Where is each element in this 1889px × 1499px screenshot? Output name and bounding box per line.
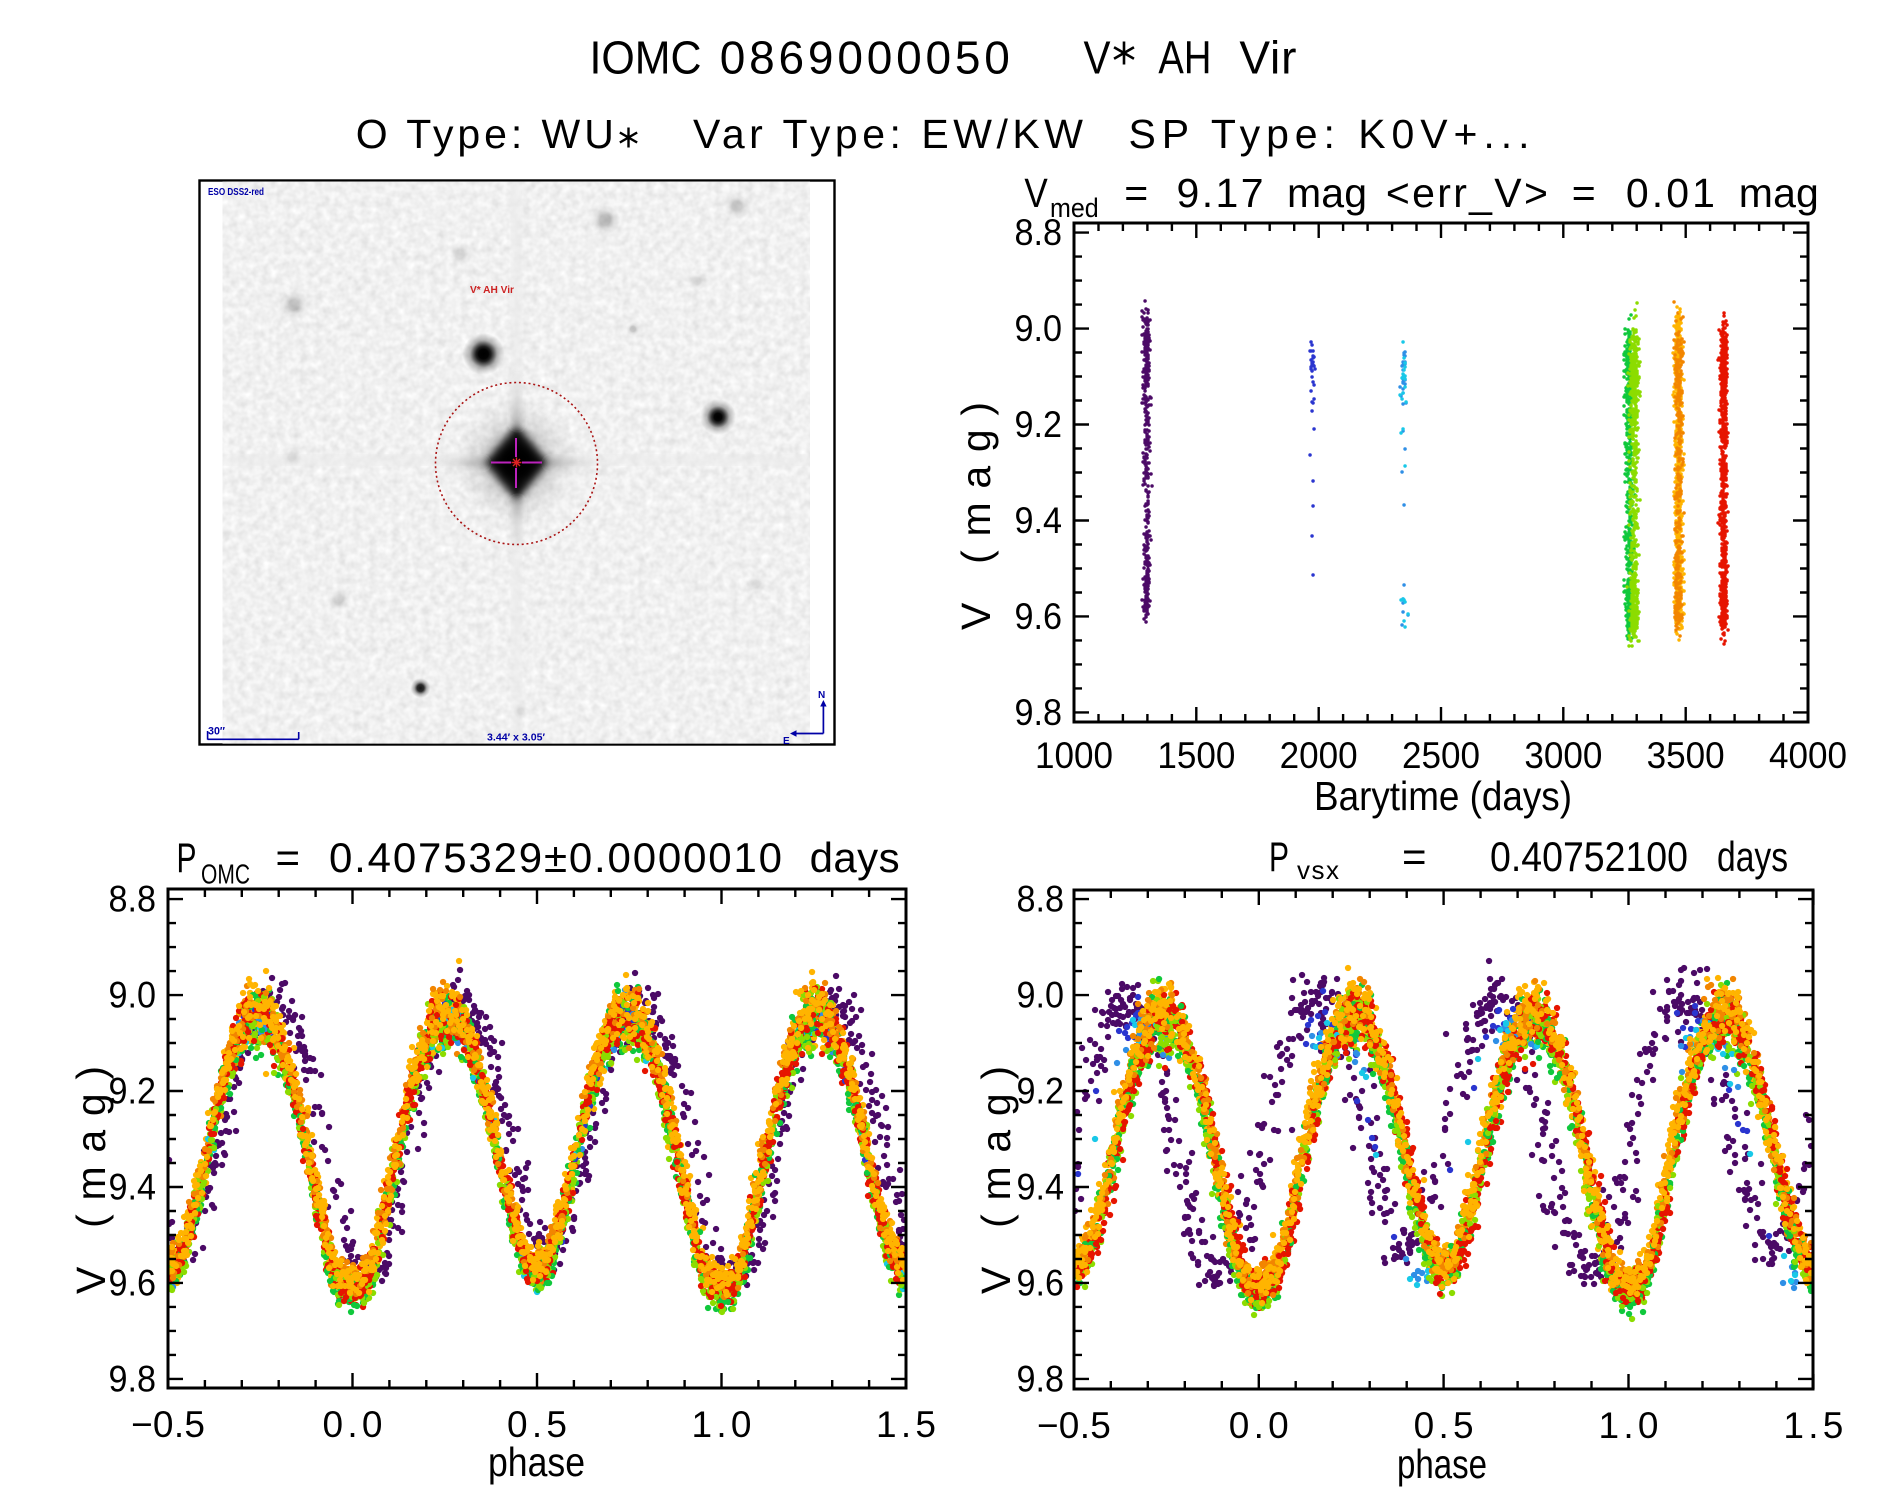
svg-text:V (mag): V (mag) bbox=[973, 1066, 1019, 1294]
svg-text:1.5: 1.5 bbox=[876, 1404, 936, 1445]
svg-text:mag: mag bbox=[1739, 170, 1819, 216]
svg-text:=: = bbox=[1402, 833, 1427, 880]
svg-text:=: = bbox=[276, 834, 301, 881]
svg-text:V (mag): V (mag) bbox=[68, 1066, 114, 1294]
svg-text:0.4075329±0.0000010: 0.4075329±0.0000010 bbox=[329, 834, 782, 881]
svg-text:SP Type: K0V+...: SP Type: K0V+... bbox=[1129, 111, 1530, 157]
svg-text:9.0: 9.0 bbox=[1015, 308, 1063, 349]
svg-text:3000: 3000 bbox=[1524, 735, 1602, 776]
svg-text:0.01: 0.01 bbox=[1626, 170, 1715, 216]
svg-text:3.44′ x 3.05′: 3.44′ x 3.05′ bbox=[487, 732, 545, 744]
svg-text:8.8: 8.8 bbox=[109, 879, 157, 920]
svg-text:9.2: 9.2 bbox=[109, 1071, 157, 1112]
svg-text:O Type: WU: O Type: WU bbox=[356, 111, 614, 157]
svg-text:0.5: 0.5 bbox=[1414, 1405, 1474, 1446]
svg-text:9.8: 9.8 bbox=[1015, 692, 1063, 733]
svg-text:9.8: 9.8 bbox=[1017, 1358, 1065, 1399]
svg-text:Var Type: EW/KW: Var Type: EW/KW bbox=[693, 111, 1083, 157]
svg-text:AH: AH bbox=[1158, 32, 1211, 84]
svg-text:V (mag): V (mag) bbox=[953, 402, 999, 630]
svg-text:=: = bbox=[1572, 170, 1596, 216]
svg-text:2500: 2500 bbox=[1402, 735, 1480, 776]
svg-text:1.0: 1.0 bbox=[692, 1404, 752, 1445]
svg-text:N: N bbox=[818, 690, 825, 701]
svg-text:0.40752100: 0.40752100 bbox=[1490, 833, 1688, 880]
svg-text:days: days bbox=[810, 834, 900, 881]
svg-text:E: E bbox=[783, 736, 790, 747]
svg-text:0.0: 0.0 bbox=[1229, 1405, 1289, 1446]
svg-text:9.4: 9.4 bbox=[1015, 500, 1063, 541]
svg-text:days: days bbox=[1717, 833, 1788, 880]
svg-text:ESO DSS2-red: ESO DSS2-red bbox=[208, 186, 264, 198]
svg-text:phase: phase bbox=[488, 1439, 585, 1485]
svg-text:4000: 4000 bbox=[1769, 735, 1847, 776]
svg-text:1500: 1500 bbox=[1157, 735, 1235, 776]
svg-text:OMC: OMC bbox=[201, 859, 250, 890]
svg-text:V: V bbox=[1084, 32, 1111, 84]
svg-text:1.5: 1.5 bbox=[1783, 1405, 1843, 1446]
svg-text:9.2: 9.2 bbox=[1015, 404, 1063, 445]
svg-text:Vir: Vir bbox=[1239, 32, 1296, 84]
svg-text:9.0: 9.0 bbox=[1017, 975, 1065, 1016]
svg-text:3500: 3500 bbox=[1647, 735, 1725, 776]
svg-text:8.8: 8.8 bbox=[1015, 212, 1063, 253]
svg-text:9.17: 9.17 bbox=[1177, 170, 1264, 216]
svg-text:0.0: 0.0 bbox=[323, 1404, 383, 1445]
svg-text:0.5: 0.5 bbox=[507, 1404, 567, 1445]
svg-text:9.8: 9.8 bbox=[109, 1358, 157, 1399]
svg-text:30″: 30″ bbox=[208, 726, 226, 738]
svg-text:V* AH Vir: V* AH Vir bbox=[470, 284, 514, 296]
svg-text:9.4: 9.4 bbox=[1017, 1166, 1065, 1207]
svg-text:9.6: 9.6 bbox=[1015, 596, 1063, 637]
svg-text:P: P bbox=[1269, 833, 1289, 880]
svg-text:IOMC: IOMC bbox=[590, 32, 702, 84]
svg-text:<err_V>: <err_V> bbox=[1386, 170, 1548, 216]
svg-text:2000: 2000 bbox=[1280, 735, 1358, 776]
svg-text:9.0: 9.0 bbox=[109, 975, 157, 1016]
svg-text:−0.5: −0.5 bbox=[131, 1404, 205, 1445]
svg-text:=: = bbox=[1124, 170, 1148, 216]
svg-text:mag: mag bbox=[1287, 170, 1367, 216]
svg-text:9.4: 9.4 bbox=[109, 1166, 157, 1207]
svg-text:−0.5: −0.5 bbox=[1037, 1405, 1111, 1446]
svg-text:phase: phase bbox=[1397, 1441, 1487, 1487]
svg-text:9.2: 9.2 bbox=[1017, 1071, 1065, 1112]
svg-text:9.6: 9.6 bbox=[109, 1262, 157, 1303]
svg-text:1000: 1000 bbox=[1035, 735, 1113, 776]
svg-text:P: P bbox=[177, 834, 197, 881]
svg-text:Barytime (days): Barytime (days) bbox=[1314, 773, 1572, 819]
svg-text:med: med bbox=[1050, 193, 1099, 223]
svg-text:0869000050: 0869000050 bbox=[720, 32, 1010, 84]
svg-text:9.6: 9.6 bbox=[1017, 1262, 1065, 1303]
svg-text:vsx: vsx bbox=[1297, 855, 1339, 885]
svg-text:8.8: 8.8 bbox=[1017, 879, 1065, 920]
svg-text:V: V bbox=[1024, 170, 1048, 216]
svg-text:1.0: 1.0 bbox=[1599, 1405, 1659, 1446]
